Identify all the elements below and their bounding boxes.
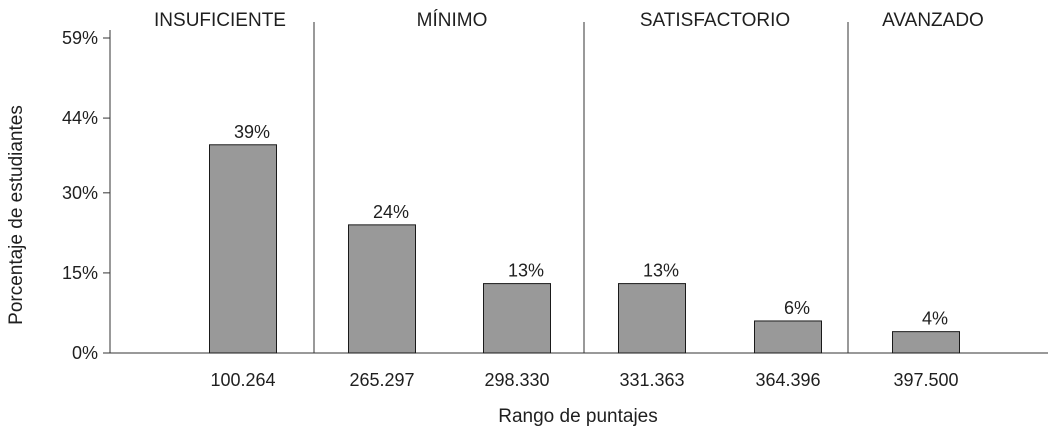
y-tick-label: 44%	[62, 108, 98, 128]
x-tick-labels: 100.264 265.297 298.330 331.363 364.396 397.5…	[210, 370, 958, 390]
level-labels: INSUFICIENTE MÍNIMO SATISFACTORIO AVANZADO	[154, 10, 984, 31]
data-label: 24%	[373, 202, 409, 222]
level-label: INSUFICIENTE	[154, 10, 286, 31]
data-label: 13%	[643, 261, 679, 281]
bar	[209, 144, 277, 354]
data-label: 13%	[508, 261, 544, 281]
x-axis-title: Rango de puntajes	[498, 406, 658, 427]
x-tick-label: 364.396	[755, 370, 820, 390]
y-tick-label: 30%	[62, 183, 98, 203]
y-tick-label: 0%	[72, 343, 98, 363]
level-label: MÍNIMO	[417, 10, 488, 31]
data-label: 6%	[784, 298, 810, 318]
x-tick-label: 331.363	[619, 370, 684, 390]
data-labels: 39% 24% 13% 13% 6% 4%	[234, 122, 948, 329]
level-label: AVANZADO	[882, 10, 984, 31]
x-tick-label: 265.297	[349, 370, 414, 390]
y-tick-label: 59%	[62, 28, 98, 48]
y-axis-title: Porcentaje de estudiantes	[6, 105, 27, 325]
level-label: SATISFACTORIO	[640, 10, 790, 31]
bar	[483, 283, 551, 354]
bars	[209, 144, 960, 354]
bar	[754, 320, 822, 354]
bar	[618, 283, 686, 354]
level-dividers	[313, 22, 849, 353]
y-axis: 0% 15% 30% 44% 59%	[62, 28, 111, 363]
data-label: 4%	[922, 309, 948, 329]
x-tick-label: 100.264	[210, 370, 275, 390]
x-tick-label: 397.500	[893, 370, 958, 390]
y-tick-label: 15%	[62, 263, 98, 283]
x-tick-label: 298.330	[484, 370, 549, 390]
bar	[348, 224, 416, 354]
bar	[892, 331, 960, 354]
data-label: 39%	[234, 122, 270, 142]
